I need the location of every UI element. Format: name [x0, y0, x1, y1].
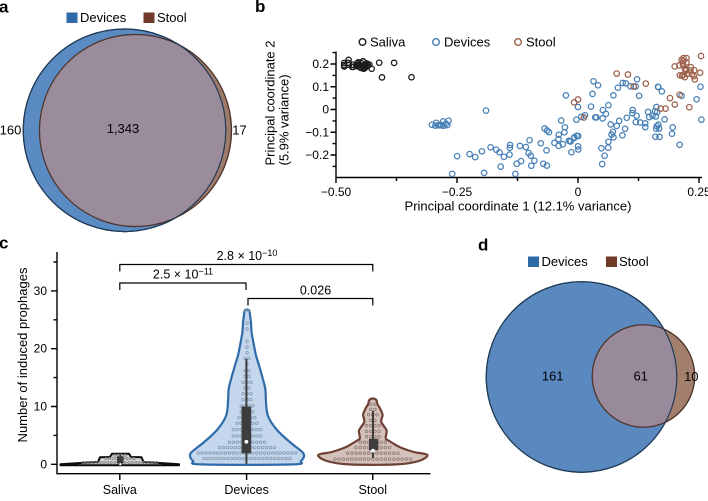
- svg-text:Stool: Stool: [619, 254, 649, 269]
- svg-text:10: 10: [34, 400, 48, 414]
- svg-text:−0.25: −0.25: [442, 185, 473, 199]
- svg-text:0: 0: [40, 457, 47, 471]
- svg-text:30: 30: [34, 284, 48, 298]
- svg-text:Stool: Stool: [157, 10, 187, 25]
- svg-text:0: 0: [322, 103, 329, 117]
- svg-text:161: 161: [542, 369, 564, 384]
- svg-text:c: c: [0, 234, 8, 253]
- svg-text:Stool: Stool: [526, 35, 556, 50]
- svg-text:Devices: Devices: [542, 254, 589, 269]
- svg-text:0: 0: [575, 185, 582, 199]
- svg-text:Devices: Devices: [80, 10, 127, 25]
- svg-text:Devices: Devices: [224, 483, 268, 496]
- svg-text:−0.2: −0.2: [305, 148, 329, 162]
- svg-text:1,343: 1,343: [107, 121, 140, 136]
- svg-text:d: d: [478, 236, 488, 255]
- svg-text:2.5 × 10−11: 2.5 × 10−11: [153, 267, 213, 282]
- svg-text:Saliva: Saliva: [370, 35, 406, 50]
- svg-text:0.026: 0.026: [300, 284, 331, 298]
- svg-text:0.1: 0.1: [312, 80, 329, 94]
- svg-text:17: 17: [232, 123, 246, 138]
- svg-text:0.25: 0.25: [687, 185, 708, 199]
- svg-text:a: a: [0, 0, 9, 17]
- svg-text:61: 61: [633, 369, 647, 384]
- svg-text:Principal coordinate 2: Principal coordinate 2: [263, 40, 278, 165]
- svg-text:Devices: Devices: [444, 35, 491, 50]
- svg-text:Principal coordinate 1 (12.1%: Principal coordinate 1 (12.1% variance): [405, 199, 632, 214]
- svg-text:b: b: [255, 0, 265, 16]
- svg-text:(5.9% variance): (5.9% variance): [277, 74, 292, 165]
- svg-text:Stool: Stool: [359, 483, 388, 496]
- svg-text:−0.50: −0.50: [321, 185, 352, 199]
- svg-text:20: 20: [34, 342, 48, 356]
- svg-text:160: 160: [0, 123, 21, 138]
- svg-text:Saliva: Saliva: [103, 483, 137, 496]
- svg-text:10: 10: [684, 369, 698, 384]
- svg-text:−0.1: −0.1: [305, 125, 329, 139]
- svg-text:0.2: 0.2: [312, 57, 329, 71]
- svg-text:Number of induced prophages: Number of induced prophages: [15, 267, 30, 442]
